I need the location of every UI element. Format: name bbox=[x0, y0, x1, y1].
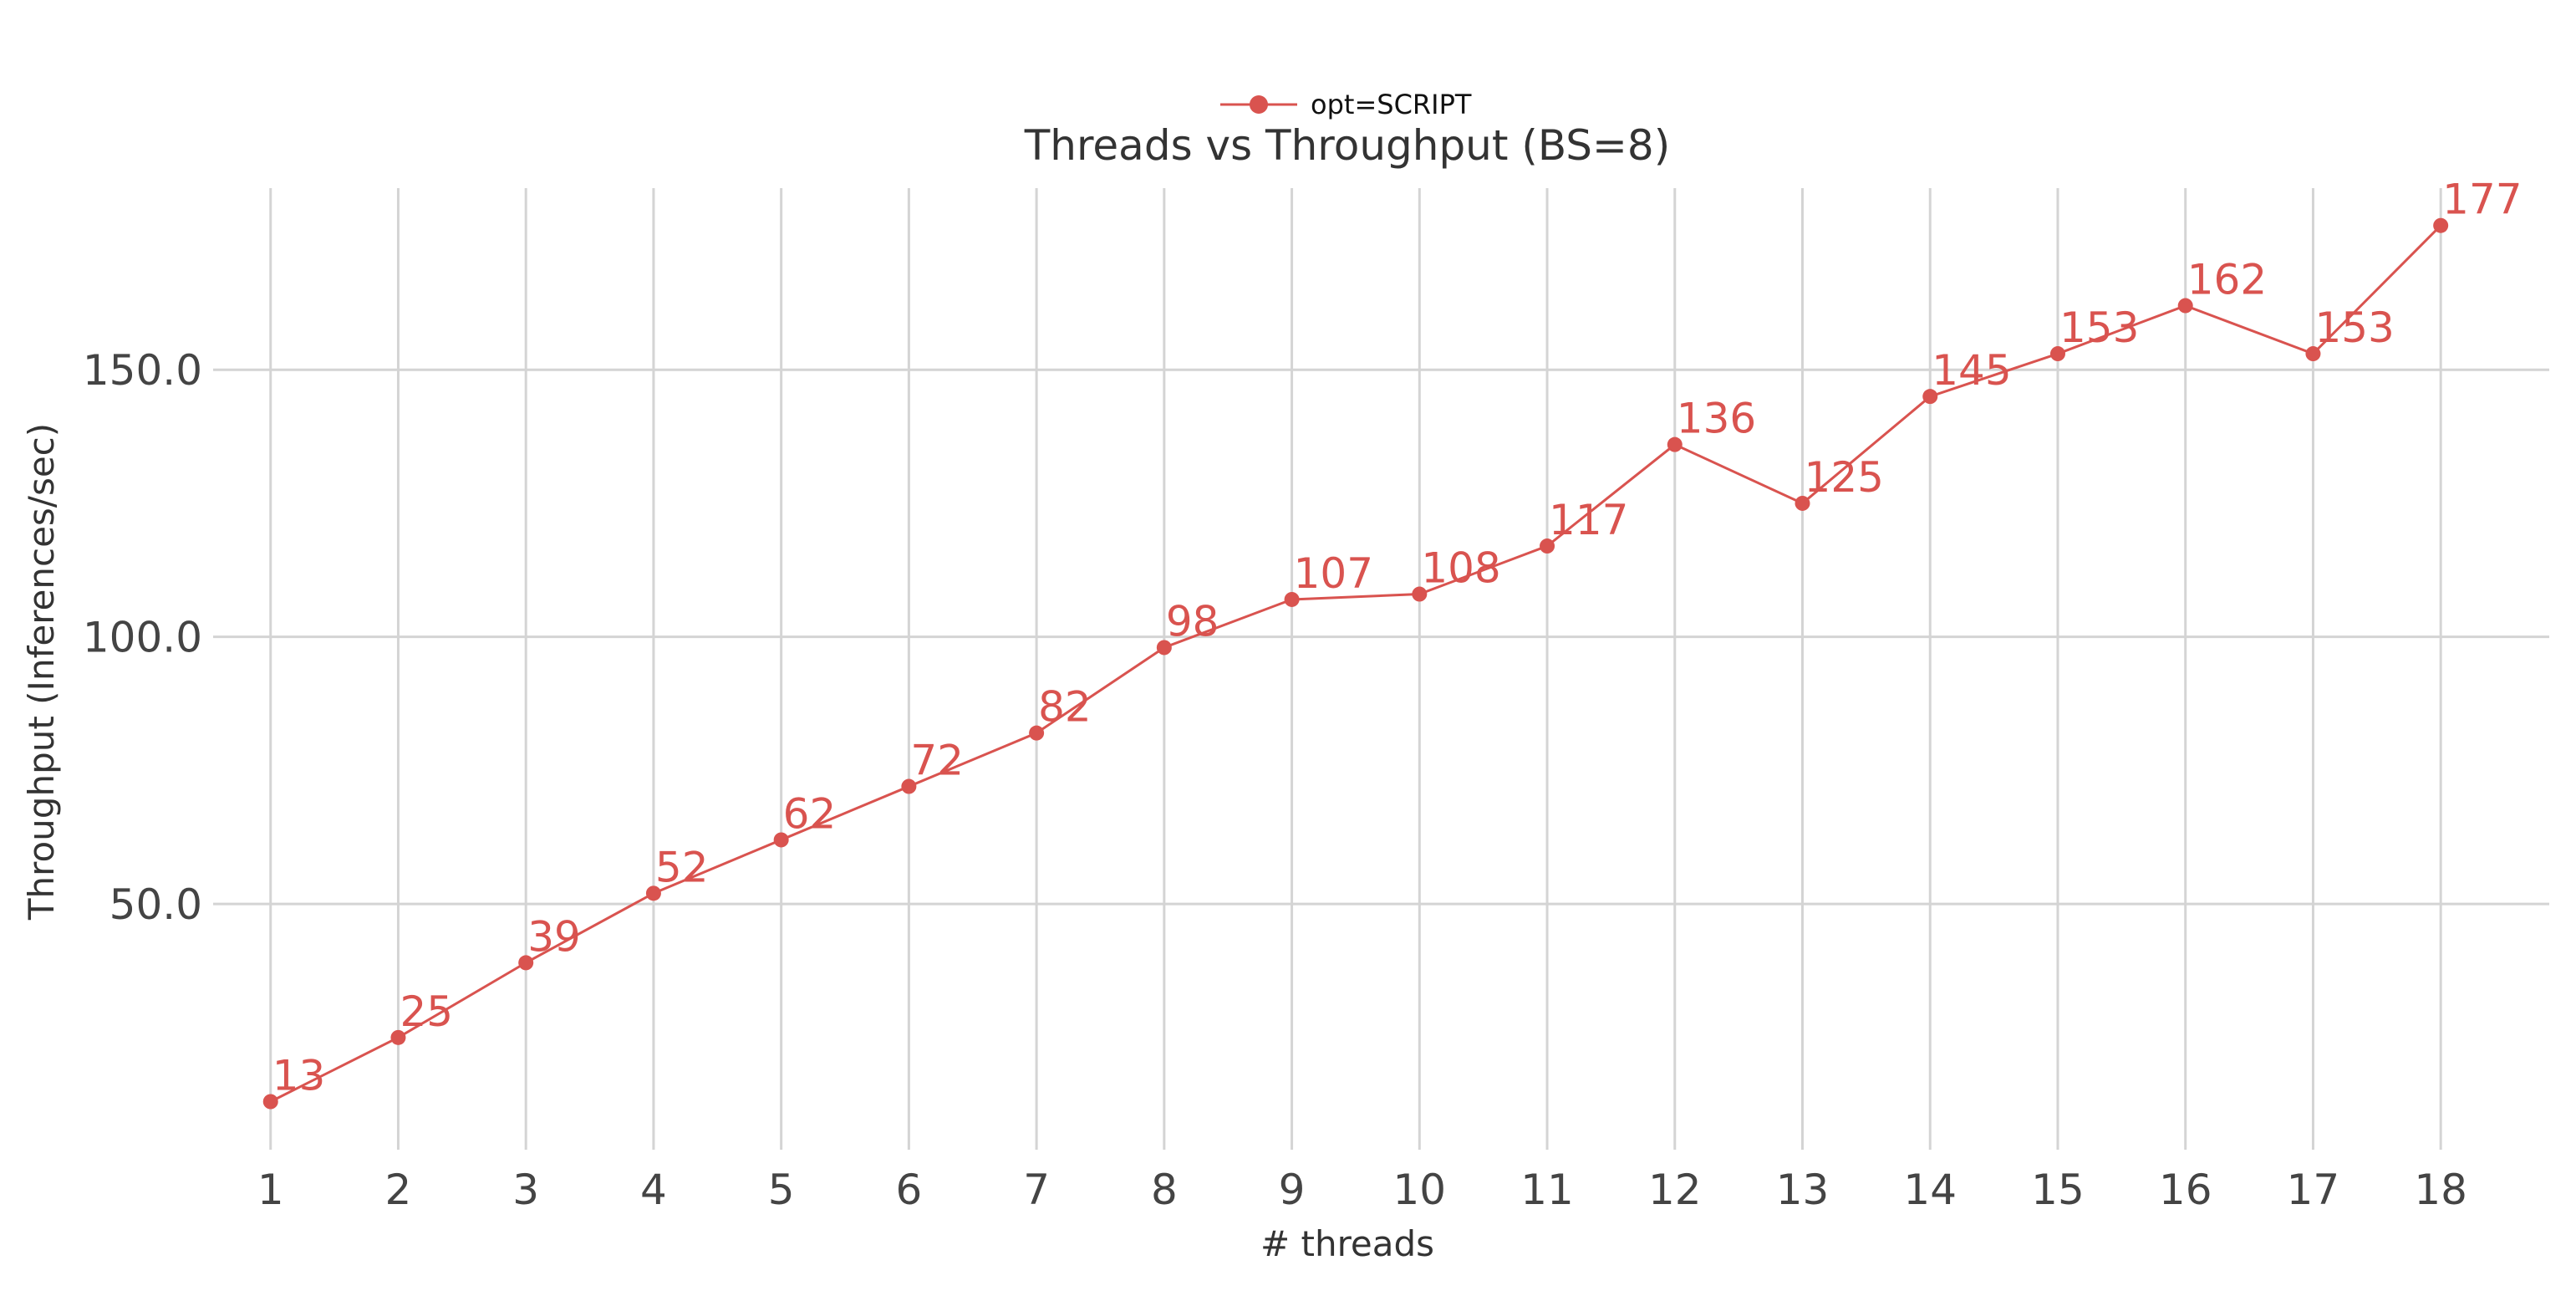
series-layer bbox=[262, 217, 2449, 1110]
y-tick-label: 100.0 bbox=[83, 614, 202, 662]
data-point[interactable] bbox=[262, 1094, 278, 1110]
data-point[interactable] bbox=[1412, 586, 1428, 602]
data-label: 108 bbox=[1421, 544, 1500, 593]
series-line-opt-script bbox=[270, 224, 2442, 1103]
data-point[interactable] bbox=[2433, 217, 2449, 233]
legend-swatch-marker bbox=[1250, 95, 1268, 114]
data-point[interactable] bbox=[2177, 298, 2193, 314]
y-tick-label: 150.0 bbox=[83, 346, 202, 395]
x-tick-label: 9 bbox=[1279, 1166, 1306, 1214]
data-point[interactable] bbox=[2049, 346, 2065, 362]
legend-label-opt-script: opt=SCRIPT bbox=[1311, 89, 1472, 120]
data-point[interactable] bbox=[518, 955, 534, 971]
x-tick-label: 2 bbox=[385, 1166, 412, 1214]
data-label: 52 bbox=[655, 843, 709, 891]
x-tick-label: 12 bbox=[1648, 1166, 1702, 1214]
data-label: 145 bbox=[1932, 346, 2011, 395]
x-axis-title: # threads bbox=[1260, 1223, 1434, 1264]
x-tick-label: 1 bbox=[257, 1166, 284, 1214]
x-tick-label: 13 bbox=[1776, 1166, 1830, 1214]
x-tick-label: 8 bbox=[1151, 1166, 1178, 1214]
data-label: 62 bbox=[783, 789, 837, 838]
legend[interactable]: opt=SCRIPT bbox=[1220, 89, 1472, 120]
x-tick-label: 3 bbox=[512, 1166, 539, 1214]
data-label: 13 bbox=[272, 1052, 326, 1100]
data-point[interactable] bbox=[2305, 346, 2321, 362]
data-label: 117 bbox=[1549, 496, 1628, 544]
axes: 1 2 3 4 5 6 7 8 9 10 11 12 13 14 15 16 17 1850.0100.0150.… bbox=[83, 346, 2467, 1214]
chart-title: Threads vs Throughput (BS=8) bbox=[1024, 121, 1671, 170]
x-tick-label: 6 bbox=[895, 1166, 922, 1214]
data-label: 153 bbox=[2314, 304, 2394, 352]
data-point[interactable] bbox=[1029, 725, 1045, 741]
data-label: 162 bbox=[2187, 256, 2267, 304]
data-point[interactable] bbox=[1922, 389, 1938, 405]
x-tick-label: 4 bbox=[640, 1166, 667, 1214]
x-tick-label: 18 bbox=[2414, 1166, 2467, 1214]
y-axis-title: Throughput (Inferences/sec) bbox=[21, 423, 62, 921]
x-tick-label: 11 bbox=[1520, 1166, 1574, 1214]
data-label: 107 bbox=[1294, 549, 1373, 598]
data-point[interactable] bbox=[1284, 591, 1300, 607]
data-label: 125 bbox=[1805, 453, 1884, 502]
data-point[interactable] bbox=[901, 778, 917, 794]
x-tick-label: 15 bbox=[2031, 1166, 2085, 1214]
data-point[interactable] bbox=[1156, 640, 1172, 656]
data-point[interactable] bbox=[1795, 495, 1810, 511]
x-tick-label: 10 bbox=[1393, 1166, 1447, 1214]
data-label: 39 bbox=[527, 912, 581, 961]
data-point[interactable] bbox=[1540, 538, 1555, 554]
data-label: 72 bbox=[910, 737, 964, 785]
data-label: 153 bbox=[2059, 304, 2139, 352]
data-label: 25 bbox=[400, 987, 453, 1036]
data-labels: 13 25 39 52 62 72 82 98 107 108 117 136 125 145 153 162… bbox=[272, 176, 2523, 1100]
y-tick-label: 50.0 bbox=[109, 880, 202, 929]
data-point[interactable] bbox=[390, 1029, 406, 1045]
data-label: 136 bbox=[1677, 395, 1756, 443]
data-point[interactable] bbox=[645, 885, 661, 901]
x-tick-label: 16 bbox=[2159, 1166, 2212, 1214]
grid bbox=[213, 188, 2549, 1150]
data-point[interactable] bbox=[1667, 436, 1683, 452]
x-tick-label: 5 bbox=[768, 1166, 795, 1214]
x-tick-label: 17 bbox=[2287, 1166, 2340, 1214]
x-tick-label: 7 bbox=[1023, 1166, 1050, 1214]
data-label: 82 bbox=[1038, 683, 1092, 732]
data-label: 177 bbox=[2442, 176, 2522, 224]
x-tick-label: 14 bbox=[1903, 1166, 1957, 1214]
data-point[interactable] bbox=[773, 832, 789, 848]
data-label: 98 bbox=[1166, 597, 1219, 646]
